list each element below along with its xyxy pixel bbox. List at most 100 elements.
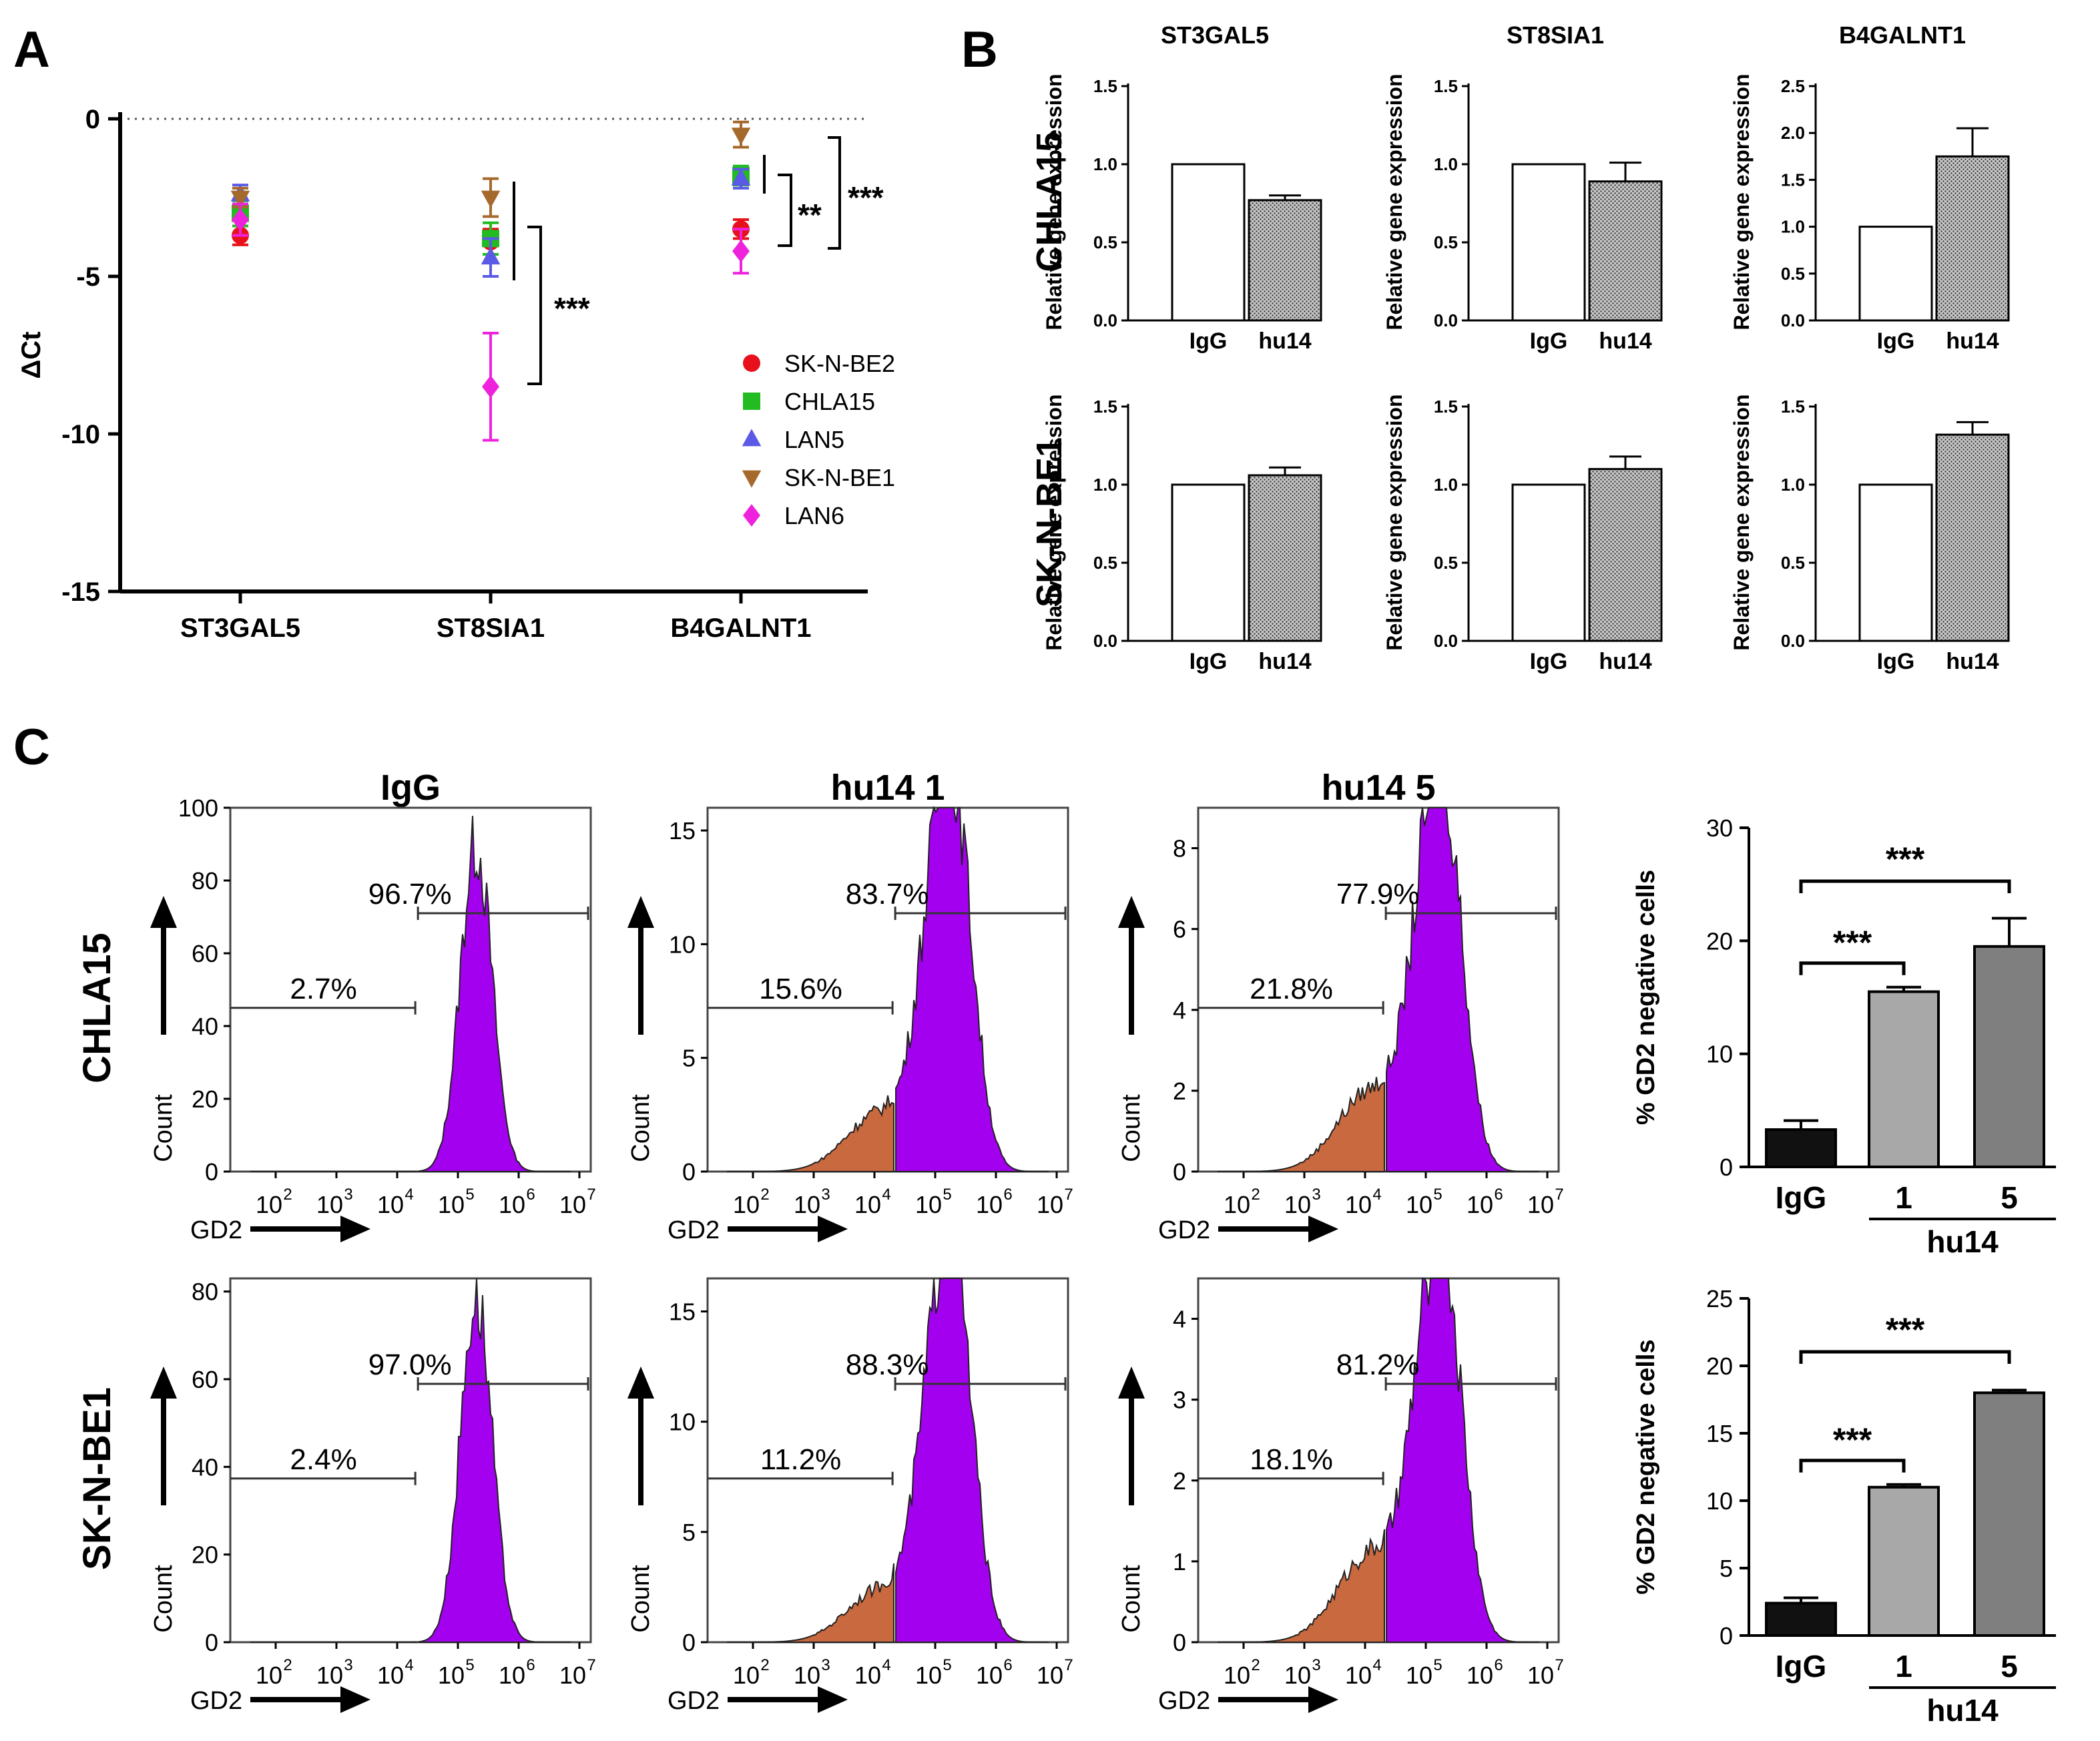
- c-flow-count-label: Count: [150, 1094, 178, 1162]
- cb-ytick-label: 5: [1720, 1555, 1733, 1582]
- c-flow-xtick-exp: 2: [760, 1656, 769, 1674]
- a-ytick-label: -15: [61, 577, 100, 607]
- c-flow-ytick-label: 3: [1173, 1387, 1186, 1414]
- c-flow-gate-neg-label: 21.8%: [1250, 973, 1333, 1005]
- c-flow-xtick-label: 10: [854, 1191, 881, 1218]
- b-ytick-label: 1.5: [1434, 397, 1458, 417]
- cb-sig-label: ***: [1886, 840, 1925, 878]
- c-flow-positive-area: [895, 806, 1049, 1172]
- a-point-lan5: [481, 247, 501, 265]
- c-flow-ytick-label: 20: [192, 1085, 218, 1113]
- c-flow-xtick-exp: 3: [344, 1656, 352, 1674]
- cb-sig-label: ***: [1833, 1421, 1872, 1459]
- c-flow-ytick-label: 40: [192, 1453, 218, 1481]
- c-flow-xtick-exp: 2: [1251, 1656, 1260, 1674]
- cb-sig-label: ***: [1833, 924, 1872, 961]
- cb-group-label: hu14: [1926, 1693, 1999, 1728]
- a-legend-label: LAN6: [784, 502, 844, 529]
- b-ytick-label: 0.5: [1781, 553, 1805, 573]
- b-ytick-label: 1.5: [1781, 170, 1805, 190]
- c-flow-xtick-exp: 6: [1494, 1186, 1503, 1204]
- c-flow-xtick-exp: 4: [405, 1186, 413, 1204]
- c-flow-count-label: Count: [627, 1565, 655, 1633]
- c-flow-xtick-exp: 7: [1064, 1656, 1073, 1674]
- right-arrow-icon: [340, 1686, 370, 1713]
- c-flow-xtick-exp: 4: [882, 1186, 890, 1204]
- a-legend-marker: [742, 429, 762, 447]
- b-xtick-label: IgG: [1877, 328, 1915, 354]
- b-col-title: B4GALNT1: [1839, 21, 1966, 49]
- a-ytick-label: -10: [61, 420, 100, 449]
- c-flow-xtick-label: 10: [256, 1662, 282, 1689]
- c-flow-count-label: Count: [627, 1094, 655, 1162]
- c-flow-xtick-exp: 4: [405, 1656, 413, 1674]
- c-flow-ytick-label: 10: [669, 1409, 696, 1436]
- b-ytick-label: 2.5: [1781, 76, 1805, 96]
- c-flow-xtick-label: 10: [733, 1662, 760, 1689]
- c-flow-xtick-label: 10: [976, 1191, 1003, 1218]
- b-ytick-label: 1.0: [1781, 475, 1805, 495]
- c-flow-gate-pos-label: 96.7%: [368, 878, 452, 911]
- c-flow-positive-area: [418, 816, 571, 1172]
- c-flow-ytick-label: 1: [1173, 1548, 1186, 1575]
- cb-y-axis-label: % GD2 negative cells: [1632, 1339, 1660, 1594]
- b-y-axis-label: Relative gene expression: [1730, 73, 1754, 330]
- b-ytick-label: 0.5: [1781, 264, 1805, 284]
- c-flow-ytick-label: 40: [192, 1013, 218, 1040]
- panel-c-flow-histograms: IgG hu14 1 hu14 5CHLA15SK-N-BE102040608010…: [75, 768, 1564, 1715]
- c-flow-xtick-exp: 7: [587, 1186, 595, 1204]
- c-flow-xtick-label: 10: [377, 1662, 404, 1689]
- b-xtick-label: IgG: [1190, 328, 1228, 354]
- c-flow-xtick-label: 10: [1527, 1191, 1554, 1218]
- c-flow-ytick-label: 0: [682, 1629, 696, 1656]
- c-flow-xtick-label: 10: [1284, 1191, 1311, 1218]
- c-flow-xtick-label: 10: [1467, 1662, 1493, 1689]
- a-legend-marker: [743, 354, 760, 372]
- b-ytick-label: 2.0: [1781, 123, 1805, 143]
- b-y-axis-label: Relative gene expression: [1382, 394, 1406, 650]
- a-point-sk-n-be1: [230, 190, 250, 208]
- cb-bar-igg: [1765, 1601, 1837, 1638]
- b-bar-igg: [1511, 483, 1586, 642]
- c-flow-gate-neg-label: 2.7%: [290, 973, 356, 1005]
- c-flow-ytick-label: 10: [669, 931, 696, 958]
- b-xtick-label: hu14: [1946, 328, 1999, 354]
- b-bar-hu14: [1588, 468, 1663, 642]
- cb-ytick-label: 20: [1706, 927, 1733, 955]
- a-y-axis-label: ΔCt: [17, 332, 46, 379]
- c-flow-xtick-exp: 3: [1312, 1186, 1320, 1204]
- cb-ytick-label: 0: [1720, 1622, 1733, 1650]
- b-row-title: SK-N-BE1: [1029, 437, 1069, 607]
- c-flow-xtick-label: 10: [794, 1191, 820, 1218]
- c-flow-xtick-exp: 5: [943, 1656, 951, 1674]
- c-flow-positive-area: [895, 1277, 1049, 1643]
- b-bar-igg: [1171, 483, 1246, 642]
- c-flow-ytick-label: 20: [192, 1541, 218, 1569]
- a-legend-label: LAN5: [784, 426, 844, 453]
- c-flow-xtick-exp: 3: [344, 1186, 352, 1204]
- c-flow-xtick-label: 10: [499, 1191, 525, 1218]
- c-flow-ytick-label: 8: [1173, 835, 1186, 862]
- c-flow-xtick-exp: 2: [1251, 1186, 1260, 1204]
- c-flow-xtick-exp: 4: [882, 1656, 890, 1674]
- b-y-axis-label: Relative gene expression: [1042, 73, 1066, 330]
- c-flow-count-label: Count: [150, 1565, 178, 1633]
- c-flow-xtick-label: 10: [1037, 1662, 1063, 1689]
- a-xtick-label: ST8SIA1: [437, 613, 545, 643]
- a-legend-marker: [743, 504, 760, 527]
- a-sig-label: ***: [848, 180, 884, 215]
- b-y-axis-label: Relative gene expression: [1730, 394, 1754, 650]
- a-legend-label: SK-N-BE1: [784, 464, 895, 491]
- a-xtick-label: ST3GAL5: [180, 613, 300, 643]
- cb-ytick-label: 10: [1706, 1041, 1733, 1068]
- c-flow-gd2-label: GD2: [668, 1687, 720, 1715]
- c-flow-gate-pos-label: 77.9%: [1336, 878, 1420, 911]
- b-xtick-label: IgG: [1530, 649, 1568, 674]
- b-ytick-label: 0.5: [1434, 553, 1458, 573]
- c-flow-xtick-label: 10: [1527, 1662, 1554, 1689]
- c-flow-frame: [229, 1277, 592, 1644]
- c-flow-negative-area: [727, 1095, 894, 1172]
- c-flow-xtick-label: 10: [377, 1191, 404, 1218]
- b-xtick-label: hu14: [1258, 328, 1311, 354]
- c-flow-positive-area: [418, 1278, 571, 1643]
